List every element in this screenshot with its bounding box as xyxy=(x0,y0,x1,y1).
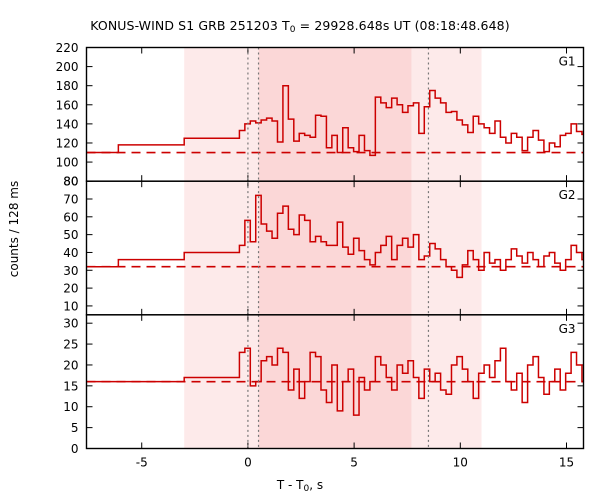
panel-label-g1: G1 xyxy=(559,55,576,69)
x-tick-label: 5 xyxy=(350,456,358,470)
y-tick-label: 5 xyxy=(71,421,79,435)
y-tick-label: 120 xyxy=(56,136,79,150)
chart-title-pre: KONUS-WIND S1 GRB 251203 T xyxy=(90,18,290,33)
y-tick-label: 80 xyxy=(63,175,78,189)
y-tick-label: 15 xyxy=(63,379,78,393)
y-tick-label: 220 xyxy=(56,41,79,55)
panel-label-g3: G3 xyxy=(559,322,576,336)
x-tick-label: 10 xyxy=(453,456,468,470)
y-tick-label: 30 xyxy=(63,317,78,331)
chart-title: KONUS-WIND S1 GRB 251203 T0 = 29928.648s… xyxy=(0,18,600,35)
y-tick-label: 40 xyxy=(63,246,78,260)
y-tick-label: 10 xyxy=(63,400,78,414)
y-tick-label: 0 xyxy=(71,442,79,456)
y-tick-label: 70 xyxy=(63,192,78,206)
x-tick-label: 0 xyxy=(244,456,252,470)
light-curve-g3 xyxy=(86,347,584,416)
x-axis-label-post: , s xyxy=(309,478,324,492)
chart-title-post: = 29928.648s UT (08:18:48.648) xyxy=(295,18,510,33)
x-axis-label-sub: 0 xyxy=(303,484,310,494)
y-tick-label: 60 xyxy=(63,210,78,224)
y-tick-label: 100 xyxy=(56,156,79,170)
x-tick-label: -5 xyxy=(136,456,148,470)
y-tick-label: 160 xyxy=(56,98,79,112)
y-tick-label: 200 xyxy=(56,60,79,74)
panel-g3: 0 5 10 15 20 25 30 G3 xyxy=(63,314,585,456)
y-tick-label: 20 xyxy=(63,358,78,372)
y-tick-label: 25 xyxy=(63,338,78,352)
light-curve-g2 xyxy=(86,194,584,279)
y-tick-label: 30 xyxy=(63,264,78,278)
y-tick-label: 140 xyxy=(56,117,79,131)
chart-title-sub: 0 xyxy=(289,25,296,35)
y-tick-label: 180 xyxy=(56,79,79,93)
panel-frame xyxy=(85,314,585,450)
light-curve-g1 xyxy=(86,84,584,157)
x-axis-label-pre: T - T xyxy=(276,478,304,492)
x-tick-label: 15 xyxy=(559,456,574,470)
y-tick-label: 20 xyxy=(63,282,78,296)
panel-label-g2: G2 xyxy=(559,188,576,202)
x-axis-label: T - T0, s xyxy=(0,478,600,494)
y-tick-label: 10 xyxy=(63,299,78,313)
panel-g1: 80 100 120 140 160 180 200 220 G1 xyxy=(56,41,585,189)
y-tick-label: 50 xyxy=(63,228,78,242)
y-tick-label: 80 xyxy=(63,175,78,189)
